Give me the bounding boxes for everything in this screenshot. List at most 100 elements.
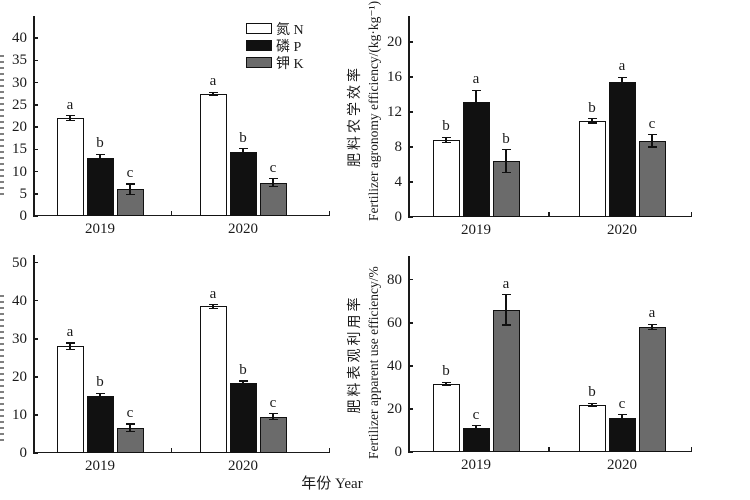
y-axis [408, 16, 410, 217]
error-bar [475, 90, 477, 113]
y-tick-label: 20 [12, 119, 27, 136]
x-axis [408, 215, 692, 217]
y-axis-label-top-right: 肥料农学效率 Fertilizer agronomy efficiency/(k… [346, 1, 390, 221]
significance-letter: a [472, 71, 480, 88]
panel-bottom-left-plot: 0 10 20 30 40 50 a b c 2019 a b c 2020 [12, 255, 330, 474]
error-bar-cap [208, 307, 218, 309]
legend-item-potassium: 钾 K [246, 56, 304, 72]
error-bar [242, 381, 244, 386]
x-category-label: 2019 [85, 458, 115, 474]
legend-swatch-phosphorus-icon [246, 40, 272, 51]
x-tick [548, 447, 550, 452]
panel-top-left-plot: 0 5 10 15 20 25 30 35 40 a b c 2019 a b c 2020 [12, 16, 330, 237]
significance-letter: b [502, 130, 510, 147]
error-bar-cap [95, 392, 105, 394]
legend-label-nitrogen: 氮 N [276, 22, 304, 38]
significance-letter: c [126, 165, 134, 181]
x-category-label: 2020 [228, 458, 258, 474]
y-tick [33, 126, 38, 128]
y-tick [33, 59, 38, 62]
error-bar-cap [501, 171, 511, 174]
y-tick [408, 146, 413, 148]
error-bar [505, 149, 507, 173]
error-bar-cap [95, 397, 105, 400]
y-tick [408, 278, 413, 281]
error-bar-cap [617, 413, 627, 416]
error-bar-cap [441, 142, 451, 144]
bar-nitrogen-2019 [432, 384, 460, 452]
error-bar-cap [268, 178, 278, 180]
error-bar-cap [238, 148, 248, 150]
bar-phosphorus-2020 [229, 151, 257, 216]
error-bar-cap [647, 323, 657, 325]
y-tick [408, 322, 413, 324]
y-tick-label: 35 [12, 52, 27, 69]
error-bar-cap [471, 430, 481, 432]
error-bar-cap [125, 183, 135, 185]
significance-letter: a [648, 305, 656, 322]
y-tick [408, 408, 413, 410]
error-bar-cap [208, 94, 218, 96]
error-bar-cap [587, 118, 597, 120]
y-tick-label: 5 [19, 185, 28, 202]
error-bar-cap [501, 294, 511, 296]
bar-phosphorus-2020 [608, 82, 636, 217]
legend-label-phosphorus: 磷 P [276, 39, 302, 55]
y-tick-label: 0 [394, 444, 403, 460]
y-tick-label: 16 [387, 69, 402, 86]
y-tick-label: 8 [394, 139, 403, 156]
error-bar-cap [617, 420, 627, 422]
error-bar-cap [268, 419, 278, 421]
bar-potassium-2020 [259, 416, 287, 453]
error-bar [591, 118, 593, 124]
y-tick-label: 10 [12, 163, 27, 180]
legend-label-potassium: 钾 K [276, 56, 304, 72]
bar-phosphorus-2019 [462, 101, 490, 217]
y-tick [33, 37, 38, 39]
error-bar-cap [587, 402, 597, 404]
error-bar-cap [125, 423, 135, 425]
x-category-label: 2020 [607, 222, 637, 238]
x-tick [548, 212, 550, 217]
y-axis-label-zh: 肥料表观利用率 [348, 294, 363, 414]
error-bar-cap [501, 324, 511, 326]
x-tick [328, 211, 330, 216]
y-tick [33, 299, 38, 302]
significance-letter: b [442, 118, 450, 135]
error-bar-cap [441, 385, 451, 387]
error-bar-cap [441, 381, 451, 384]
significance-letter: c [472, 406, 480, 423]
significance-letter: b [442, 363, 450, 380]
panel-bottom-right-plot: 0 20 40 60 80 b c a 2019 b c a 2020 [387, 256, 692, 473]
x-axis [33, 451, 330, 453]
significance-letter: c [269, 159, 277, 176]
y-tick-label: 10 [12, 406, 27, 423]
y-axis-label-bottom-right: 肥料表观利用率 Fertilizer apparent use efficien… [346, 249, 390, 459]
legend-swatch-potassium-icon [246, 57, 272, 68]
x-tick [170, 211, 173, 216]
bar-nitrogen-2020 [199, 306, 227, 453]
y-tick-label: 40 [12, 30, 27, 47]
y-tick [408, 111, 413, 113]
y-tick [33, 414, 38, 416]
error-bar-cap [65, 114, 75, 117]
y-axis-label-zh: 肥料农学效率 [348, 65, 363, 167]
significance-letter: a [209, 73, 217, 90]
error-bar-cap [471, 425, 481, 427]
significance-letter: b [96, 374, 104, 391]
error-bar-cap [441, 136, 451, 139]
error-bar [651, 324, 653, 330]
y-tick [33, 261, 38, 264]
y-axis-label-en: Fertilizer apparent use efficiency/% [366, 266, 381, 459]
y-tick-label: 50 [12, 254, 27, 271]
x-tick [690, 447, 692, 452]
error-bar [99, 393, 101, 399]
x-category-label: 2019 [461, 457, 491, 473]
error-bar-cap [125, 431, 135, 433]
y-tick-label: 60 [387, 314, 402, 331]
error-bar-cap [238, 380, 248, 382]
error-bar [621, 414, 623, 422]
error-bar-cap [501, 149, 511, 151]
significance-letter: c [126, 405, 134, 422]
bar-phosphorus-2020 [229, 383, 257, 453]
